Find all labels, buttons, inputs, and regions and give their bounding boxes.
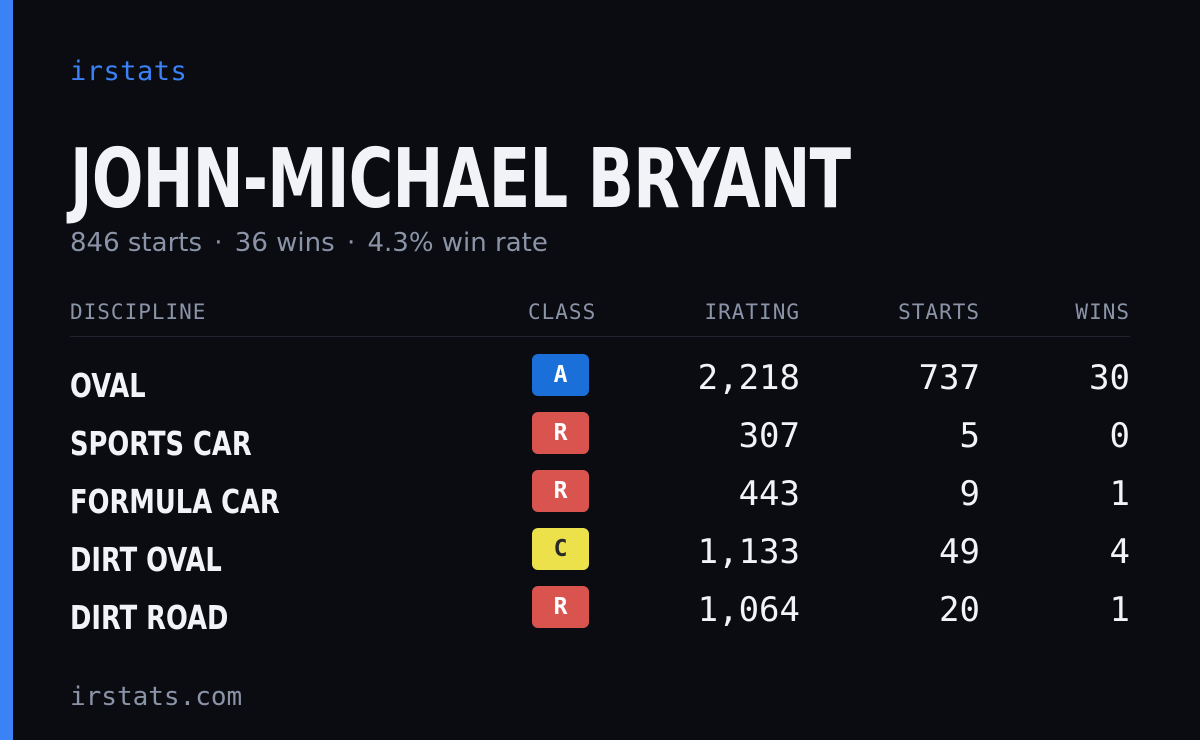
irating-value: 307 bbox=[738, 416, 800, 456]
license-class-badge: R bbox=[532, 412, 589, 454]
license-class-badge: C bbox=[532, 528, 589, 570]
table-row: DIRT ROAD R 1,064 20 1 bbox=[70, 582, 1130, 640]
header-starts: STARTS bbox=[898, 300, 980, 324]
discipline-label: DIRT OVAL bbox=[70, 540, 222, 579]
header-discipline: DISCIPLINE bbox=[70, 300, 207, 324]
license-class-badge: R bbox=[532, 470, 589, 512]
irating-value: 1,064 bbox=[697, 590, 800, 630]
summary-starts: 846 starts bbox=[70, 228, 202, 258]
starts-value: 5 bbox=[959, 416, 980, 456]
license-class-badge: R bbox=[532, 586, 589, 628]
wins-value: 1 bbox=[1109, 474, 1130, 514]
accent-bar bbox=[0, 0, 13, 740]
discipline-label: DIRT ROAD bbox=[70, 598, 229, 637]
wins-value: 30 bbox=[1089, 358, 1130, 398]
header-class: CLASS bbox=[528, 300, 597, 324]
irating-value: 1,133 bbox=[697, 532, 800, 572]
discipline-label: OVAL bbox=[70, 366, 146, 405]
starts-value: 9 bbox=[959, 474, 980, 514]
discipline-label: FORMULA CAR bbox=[70, 482, 280, 521]
summary-wins: 36 wins bbox=[234, 228, 335, 258]
wins-value: 4 bbox=[1109, 532, 1130, 572]
table-row: FORMULA CAR R 443 9 1 bbox=[70, 466, 1130, 524]
license-class-badge: A bbox=[532, 354, 589, 396]
wins-value: 1 bbox=[1109, 590, 1130, 630]
table-row: OVAL A 2,218 737 30 bbox=[70, 350, 1130, 408]
table-header: DISCIPLINE CLASS IRATING STARTS WINS bbox=[70, 300, 1130, 337]
irating-value: 2,218 bbox=[697, 358, 800, 398]
summary-separator: · bbox=[214, 228, 223, 258]
starts-value: 737 bbox=[918, 358, 980, 398]
driver-name: JOHN-MICHAEL BRYANT bbox=[70, 132, 851, 227]
footer-url: irstats.com bbox=[70, 682, 243, 712]
starts-value: 49 bbox=[939, 532, 980, 572]
header-irating: IRATING bbox=[704, 300, 800, 324]
driver-summary: 846 starts · 36 wins · 4.3% win rate bbox=[70, 228, 548, 258]
header-wins: WINS bbox=[1075, 300, 1130, 324]
irating-value: 443 bbox=[738, 474, 800, 514]
brand-logo-text: irstats bbox=[70, 56, 188, 87]
summary-win-rate: 4.3% win rate bbox=[367, 228, 548, 258]
starts-value: 20 bbox=[939, 590, 980, 630]
discipline-table: OVAL A 2,218 737 30 SPORTS CAR R 307 5 0… bbox=[70, 350, 1130, 640]
summary-separator: · bbox=[346, 228, 356, 258]
wins-value: 0 bbox=[1109, 416, 1130, 456]
discipline-label: SPORTS CAR bbox=[70, 424, 252, 463]
table-row: SPORTS CAR R 307 5 0 bbox=[70, 408, 1130, 466]
table-row: DIRT OVAL C 1,133 49 4 bbox=[70, 524, 1130, 582]
